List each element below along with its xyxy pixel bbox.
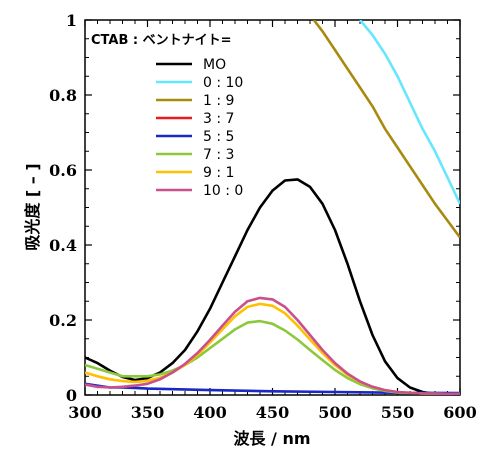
series-line-2 bbox=[312, 20, 460, 239]
y-axis-title: 吸光度 [ – ] bbox=[23, 163, 42, 250]
series-lines bbox=[85, 20, 460, 399]
series-line-3 bbox=[129, 397, 460, 399]
x-tick-label: 350 bbox=[131, 403, 164, 422]
x-tick-label: 550 bbox=[381, 403, 414, 422]
x-tick-label: 600 bbox=[443, 403, 476, 422]
x-tick-label: 450 bbox=[256, 403, 289, 422]
legend-label: 1 : 9 bbox=[203, 93, 234, 109]
legend: CTAB : ベントナイト= MO 0 : 10 1 : 9 3 : 7 5 : 5 7 … bbox=[91, 33, 243, 199]
legend-label: 10 : 0 bbox=[203, 183, 243, 199]
y-tick-label: 1 bbox=[66, 11, 77, 30]
x-axis-title: 波長 / nm bbox=[233, 429, 310, 448]
legend-title: CTAB : ベントナイト= bbox=[91, 33, 232, 48]
x-tick-label: 400 bbox=[193, 403, 226, 422]
y-tick-label: 0.2 bbox=[49, 311, 77, 330]
legend-label: 5 : 5 bbox=[203, 129, 234, 145]
y-tick-label: 0 bbox=[66, 386, 77, 405]
legend-label: 9 : 1 bbox=[203, 165, 234, 181]
legend-label: MO bbox=[203, 57, 226, 73]
tick-labels: 300 350 400 450 500 550 600 0 0.2 0.4 0.6 0.8 1 bbox=[49, 11, 477, 422]
x-tick-label: 500 bbox=[318, 403, 351, 422]
legend-label: 0 : 10 bbox=[203, 75, 243, 91]
series-line-5 bbox=[85, 319, 460, 395]
y-tick-label: 0.8 bbox=[49, 86, 77, 105]
y-tick-label: 0.6 bbox=[49, 161, 77, 180]
x-tick-label: 300 bbox=[68, 403, 101, 422]
plot-frame bbox=[84, 19, 461, 396]
axis-ticks bbox=[84, 19, 461, 396]
series-line-1 bbox=[359, 20, 460, 205]
series-line-0 bbox=[85, 178, 460, 395]
legend-label: 3 : 7 bbox=[203, 111, 234, 127]
series-line-6 bbox=[85, 302, 460, 395]
series-line-7 bbox=[85, 296, 460, 395]
y-tick-label: 0.4 bbox=[49, 236, 77, 255]
legend-label: 7 : 3 bbox=[203, 147, 234, 163]
